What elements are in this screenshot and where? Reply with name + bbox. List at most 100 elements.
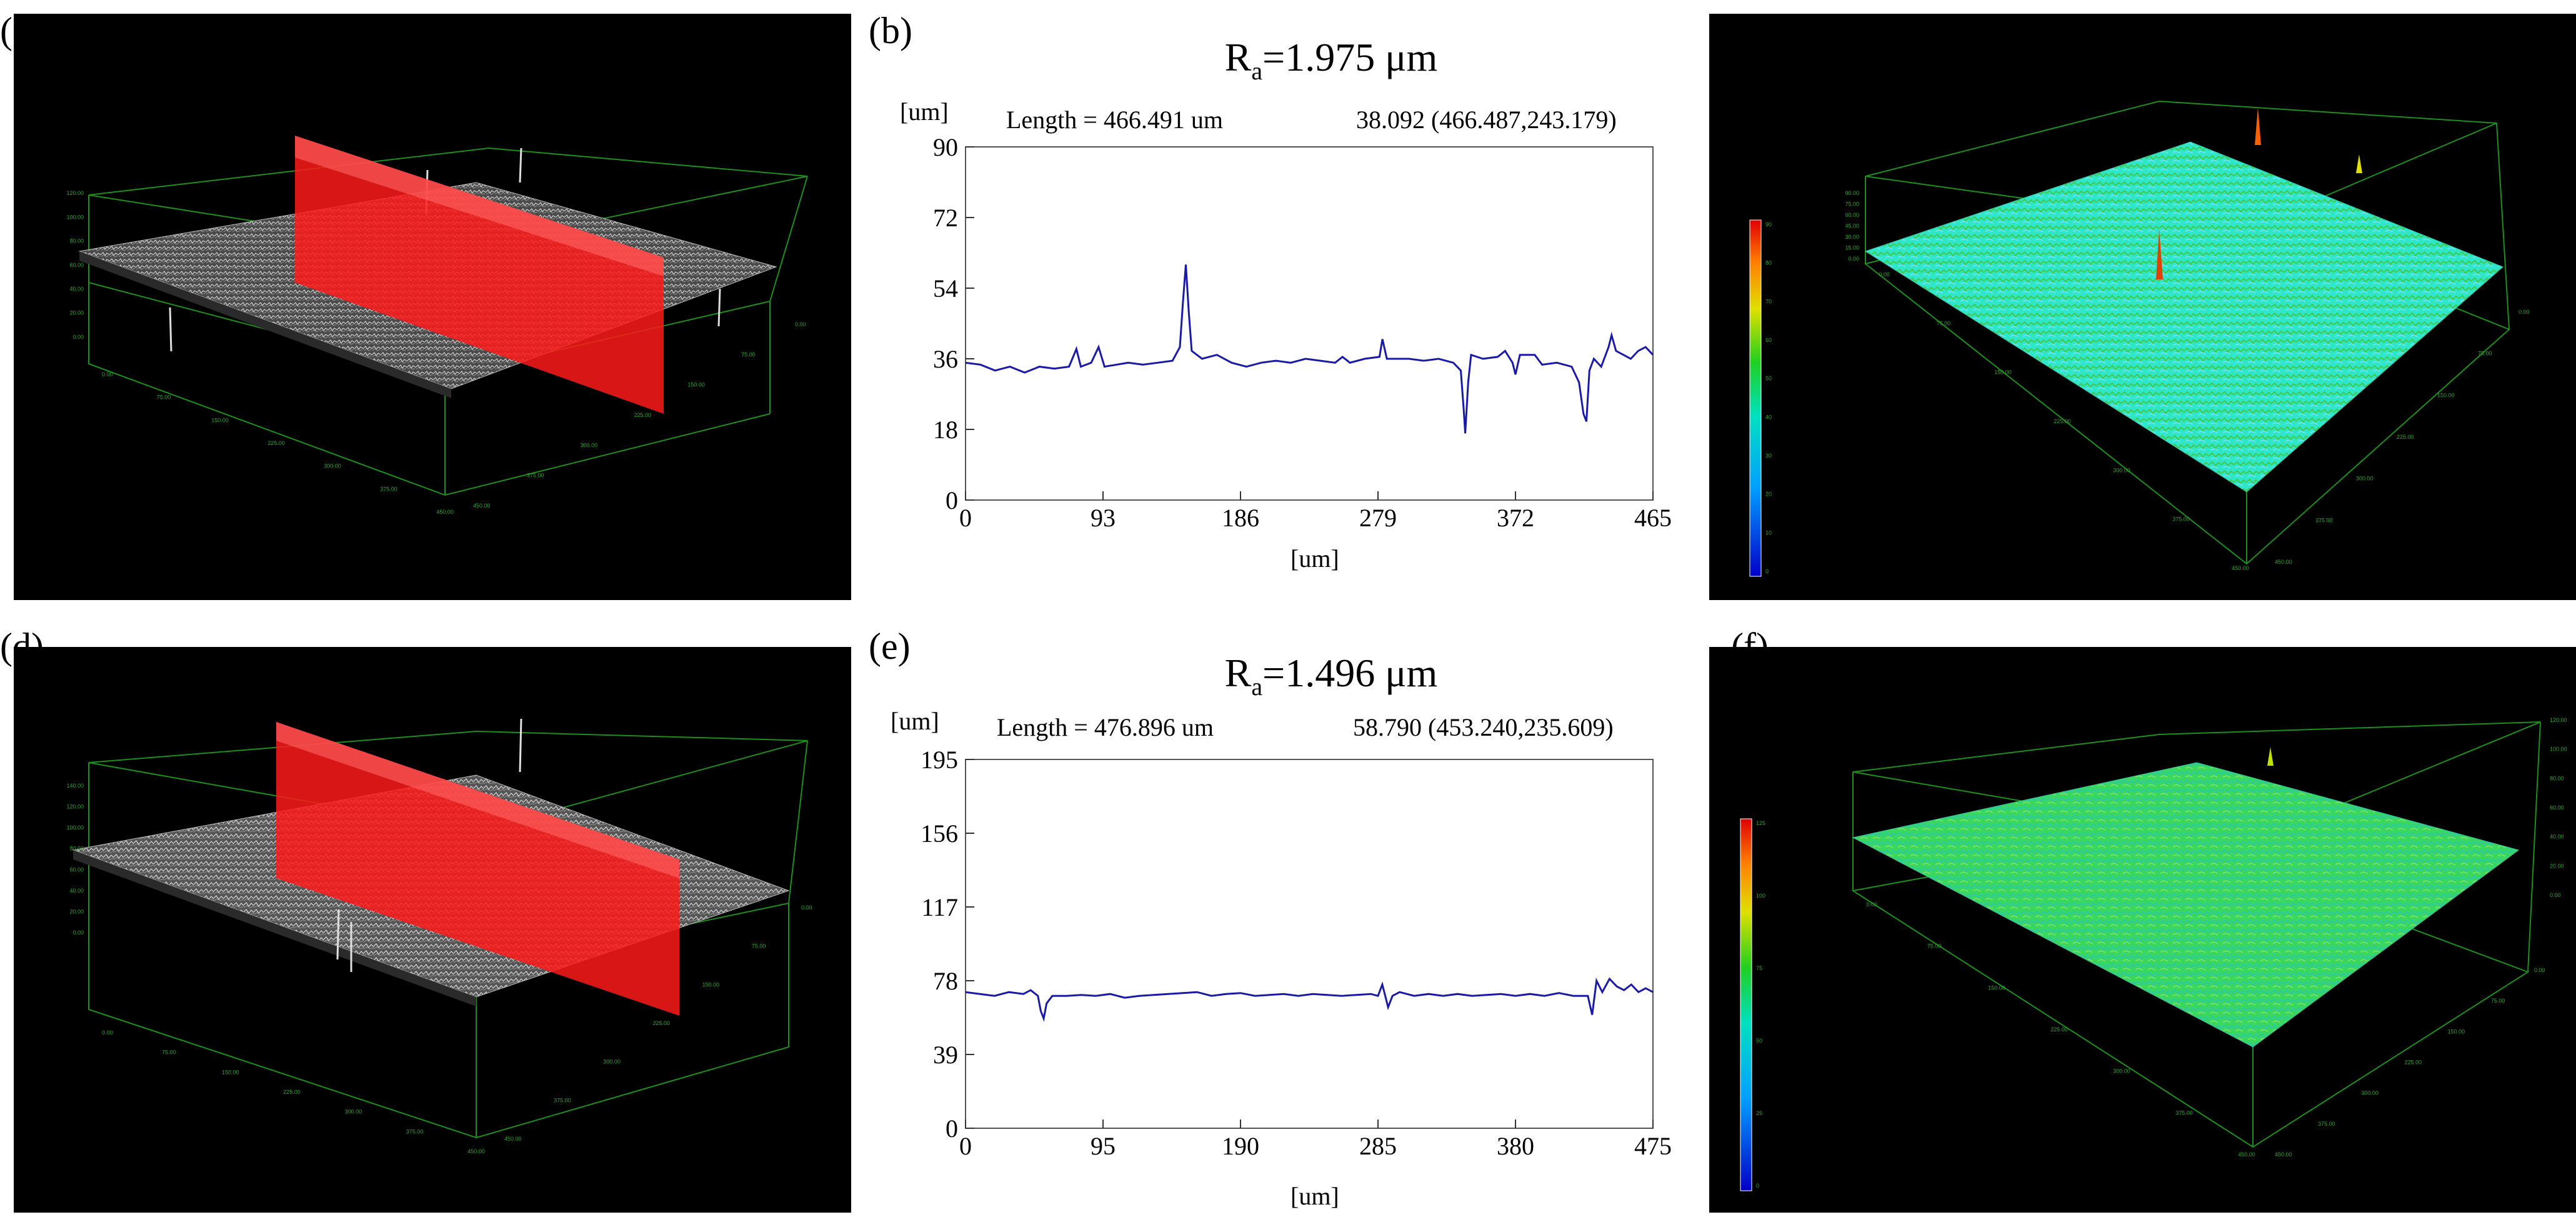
a-ytick: 75.00 — [741, 351, 756, 358]
z-axis-ticks-c: 90.00 75.00 60.00 45.00 30.00 15.00 0.00 — [1845, 190, 1859, 262]
d-xtick: 0.00 — [102, 1029, 113, 1036]
roughness-title-b: Ra=1.975 μm — [1175, 34, 1487, 86]
c-ztick: 15.00 — [1845, 245, 1859, 251]
chart-e-xtick-label: 380 — [1497, 1132, 1534, 1160]
a-xtick: 225.00 — [267, 440, 285, 446]
c-colorbar-tick: 90 — [1765, 221, 1772, 228]
chart-e-xtick-label: 475 — [1634, 1132, 1672, 1160]
f-ztick: 80.00 — [2550, 775, 2564, 781]
d-ytick: 150.00 — [702, 981, 720, 988]
f-ytick: 225.00 — [2405, 1059, 2422, 1066]
d-xtick: 75.00 — [162, 1049, 176, 1056]
surface-plot-c: 90 80 70 60 50 40 30 20 10 0 90.00 75.00 60.00 45.00… — [1709, 14, 2576, 600]
surface-plot-f: 125 100 75 50 25 0 120.00 100.00 80.00 60.00 40.0… — [1709, 647, 2576, 1213]
z-axis-ticks-f: 120.00 100.00 80.00 60.00 40.00 20.00 0.00 — [2550, 717, 2567, 898]
spikes-f — [2267, 747, 2274, 766]
a-ytick: 225.00 — [634, 412, 652, 418]
cursor-readout-b: 38.092 (466.487,243.179) — [1356, 106, 1617, 134]
a-xtick: 375.00 — [380, 486, 397, 492]
d-ztick: 60.00 — [69, 866, 84, 873]
c-colorbar-tick: 20 — [1765, 491, 1772, 498]
panel-label-e: (e) — [869, 626, 911, 667]
chart-e-profile-line — [965, 977, 1654, 1022]
f-ztick: 0.00 — [2550, 892, 2561, 898]
f-xtick: 150.00 — [1988, 984, 2005, 991]
ra-symbol-b: R — [1224, 35, 1252, 79]
d-xtick: 300.00 — [345, 1109, 362, 1115]
c-colorbar-tick: 60 — [1765, 337, 1772, 343]
f-ytick: 75.00 — [2491, 998, 2505, 1004]
f-ytick: 300.00 — [2361, 1090, 2379, 1096]
chart-e-xtick-label: 95 — [1091, 1132, 1116, 1160]
a-xtick: 0.00 — [102, 371, 113, 378]
chart-b-xtick-label: 93 — [1091, 504, 1116, 532]
cut-plane-a — [295, 136, 664, 414]
chart-e-xtick-label: 285 — [1359, 1132, 1397, 1160]
y-unit-label-e: [um] — [891, 707, 939, 735]
f-ztick: 60.00 — [2550, 804, 2564, 811]
chart-b-ytick-label: 36 — [933, 345, 958, 373]
f-ztick: 20.00 — [2550, 863, 2564, 869]
a-ytick: 0.00 — [795, 321, 806, 328]
a-ytick: 300.00 — [581, 442, 598, 448]
surface-c — [1864, 141, 2504, 493]
c-ytick: 150.00 — [2437, 392, 2455, 398]
c-ztick: 90.00 — [1845, 190, 1859, 196]
surface-a-svg: 120.00 100.00 80.00 60.00 40.00 20.00 0.00 0.0… — [66, 136, 808, 515]
chart-b-profile-line — [965, 264, 1654, 434]
a-xtick: 300.00 — [324, 463, 341, 469]
f-xtick: 375.00 — [2175, 1109, 2193, 1116]
d-ztick: 120.00 — [66, 804, 84, 810]
d-ytick: 375.00 — [554, 1097, 571, 1103]
f-ytick: 0.00 — [2534, 967, 2545, 973]
d-ztick: 100.00 — [66, 824, 84, 831]
surface-d-svg: 140.00 120.00 100.00 80.00 60.00 40.00 20.00 0.… — [66, 718, 812, 1154]
f-ztick: 120.00 — [2550, 717, 2567, 723]
d-ztick: 40.00 — [69, 888, 84, 894]
y-unit-label-b: [um] — [900, 98, 949, 126]
f-xtick: 225.00 — [2050, 1026, 2068, 1033]
chart-e-ytick-label: 0 — [946, 1114, 958, 1143]
c-ztick: 0.00 — [1848, 256, 1859, 262]
d-ytick: 450.00 — [504, 1136, 522, 1142]
ra-subscript-e: a — [1251, 672, 1263, 701]
chart-b-plot-frame — [965, 146, 1654, 501]
a-ytick: 150.00 — [687, 382, 705, 388]
spikes-c — [2156, 108, 2362, 279]
d-ztick: 0.00 — [72, 929, 84, 936]
ra-value-b: =1.975 μm — [1262, 35, 1438, 79]
c-colorbar-tick: 10 — [1765, 529, 1772, 536]
f-ztick: 40.00 — [2550, 834, 2564, 840]
d-xtick: 375.00 — [406, 1128, 424, 1134]
a-ytick: 450.00 — [473, 503, 491, 509]
d-xtick: 225.00 — [283, 1089, 301, 1095]
c-xtick: 0.00 — [1879, 271, 1890, 278]
f-colorbar-tick: 75 — [1756, 965, 1762, 971]
f-xtick: 450.00 — [2238, 1151, 2255, 1158]
x-axis-ticks-c: 0.00 75.00 150.00 225.00 300.00 375.00 450.00 — [1879, 271, 2249, 571]
c-ytick: 225.00 — [2397, 434, 2414, 440]
c-xtick: 300.00 — [2113, 467, 2130, 473]
y-axis-ticks-f: 0.00 75.00 150.00 225.00 300.00 375.00 450.00 — [2275, 967, 2545, 1158]
f-xtick: 300.00 — [2113, 1068, 2130, 1074]
f-colorbar-tick: 50 — [1756, 1038, 1762, 1044]
d-xtick: 150.00 — [222, 1069, 239, 1075]
c-ytick: 375.00 — [2315, 517, 2333, 523]
d-ztick: 20.00 — [69, 908, 84, 914]
a-xtick: 450.00 — [436, 509, 454, 515]
panel-label-a: (a) — [0, 10, 42, 51]
length-readout-e: Length = 476.896 um — [997, 713, 1214, 741]
c-xtick: 150.00 — [1994, 369, 2012, 376]
chart-b-ytick-label: 90 — [933, 133, 958, 161]
chart-e-ytick-label: 117 — [921, 893, 958, 921]
panel-label-d: (d) — [0, 626, 44, 667]
y-axis-ticks-c: 0.00 75.00 150.00 225.00 300.00 375.00 450.00 — [2275, 309, 2530, 565]
c-ytick: 0.00 — [2519, 309, 2530, 315]
a-ztick: 40.00 — [69, 286, 84, 292]
chart-b-ytick-label: 72 — [933, 204, 958, 232]
c-colorbar-tick: 40 — [1765, 414, 1772, 420]
a-ztick: 80.00 — [69, 238, 84, 244]
surface-c-svg: 90 80 70 60 50 40 30 20 10 0 90.00 75.00 60.00 45.00… — [1749, 100, 2530, 577]
surface-plot-a: 120.00 100.00 80.00 60.00 40.00 20.00 0.00 0.0… — [14, 14, 851, 600]
cut-plane-d — [276, 722, 679, 1016]
